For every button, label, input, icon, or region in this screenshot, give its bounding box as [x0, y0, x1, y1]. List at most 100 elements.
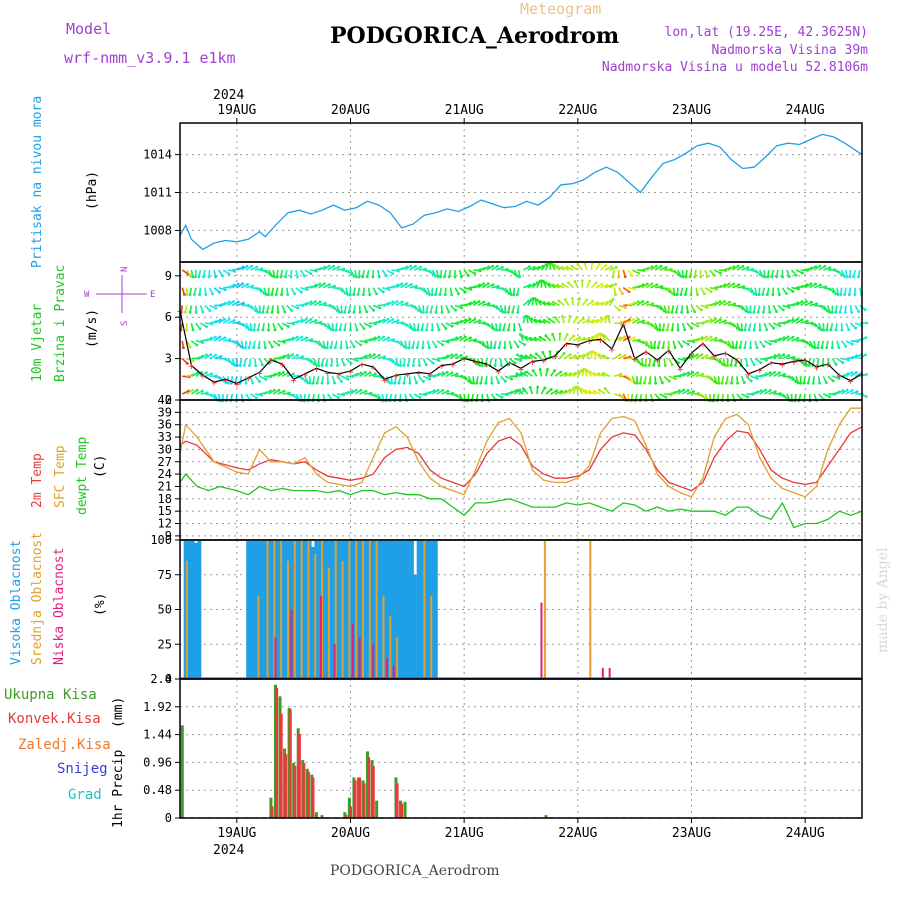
wind-arrow-head — [201, 310, 205, 314]
wind-arrow-head — [441, 388, 445, 392]
wind-arrow-head — [667, 346, 670, 350]
wind-arrow-head — [354, 275, 358, 279]
cloud-bar-1 — [423, 540, 426, 679]
wind-arrow-head — [755, 346, 759, 350]
station-title: PODGORICA_Aerodrom — [330, 23, 619, 49]
wind-arrow-head — [290, 309, 294, 312]
wind-arrow-head — [275, 275, 279, 279]
wind-arrow-head — [600, 333, 604, 336]
wind-arrow-head — [276, 311, 280, 314]
wind-arrow-head — [679, 274, 683, 278]
wind-arrow-head — [580, 387, 584, 391]
wind-arrow-head — [749, 379, 753, 383]
wind-arrow-head — [340, 311, 344, 314]
wind-arrow-head — [624, 306, 627, 309]
wind-arrow-head — [305, 288, 309, 292]
wind-arrow-head — [309, 318, 313, 321]
wind-arrow-head — [191, 328, 195, 332]
wind-arrow-head — [652, 364, 656, 367]
wind-gust-marker: + — [473, 357, 479, 368]
wind-arrow-head — [318, 282, 322, 286]
wind-arrow-head — [636, 300, 640, 304]
wind-arrow-head — [498, 328, 502, 332]
wind-arrow-head — [598, 262, 601, 266]
wind-arrow-head — [233, 269, 237, 273]
cloud-bar-0 — [386, 540, 391, 679]
wind-gust-marker: + — [757, 366, 763, 377]
wind-arrow-head — [255, 265, 259, 269]
wind-arrow-head — [309, 300, 313, 304]
wind-arrow-head — [313, 300, 317, 303]
wind-arrow-head — [650, 282, 654, 286]
wind-arrow-head — [336, 364, 339, 367]
wind-arrow-head — [387, 288, 391, 291]
wind-gust-marker: + — [632, 355, 638, 366]
wind-arrow-head — [358, 311, 362, 314]
wind-arrow-head — [239, 345, 243, 349]
wind-arrow-head — [714, 336, 718, 340]
wind-gust-marker: + — [700, 339, 706, 350]
cloud-bar-0 — [324, 540, 329, 679]
wind-arrow-head — [250, 264, 254, 268]
wind-arrow-head — [853, 293, 857, 297]
wind-arrow-head — [235, 364, 239, 367]
wind-gust-marker: + — [450, 360, 456, 371]
wind-arrow-head — [705, 275, 709, 279]
wind-arrow-head — [661, 346, 665, 350]
wind-gust-marker: + — [222, 375, 228, 386]
wind-arrow-head — [651, 302, 655, 306]
wind-arrow-head — [561, 282, 565, 286]
wind-arrow-head — [197, 275, 201, 279]
wind-arrow-head — [778, 324, 782, 328]
wind-gust-marker: + — [541, 356, 547, 367]
wind-arrow-head — [329, 327, 333, 331]
cloud-bar-1 — [543, 540, 546, 679]
wind-arrow-head — [214, 306, 218, 310]
wind-arrow-head — [443, 275, 446, 279]
cloud-bar-0 — [276, 540, 281, 679]
wind-arrow-head — [647, 364, 651, 367]
bottom-date-labels: 19AUG 20AUG 21AUG 22AUG 23AUG 24AUG — [217, 818, 825, 841]
bottom-year-label: 2024 — [213, 843, 244, 858]
wind-arrow-head — [627, 335, 631, 339]
wind-arrow-head — [457, 292, 460, 296]
wind-arrow-head — [560, 266, 564, 269]
precip-bar-1 — [371, 765, 375, 818]
wind-arrow-head — [345, 346, 349, 350]
wind-arrow-head — [354, 388, 358, 392]
wind-arrow-head — [678, 389, 681, 393]
wind-arrow-head — [549, 387, 553, 391]
wind-arrow-head — [415, 346, 419, 350]
wind-arrow-head — [594, 281, 598, 285]
wind-arrow-head — [552, 300, 555, 304]
wind-arrow-head — [304, 317, 308, 321]
wind-arrow-head — [286, 293, 290, 297]
wind-arrow-head — [484, 345, 488, 349]
wind-arrow-head — [825, 346, 828, 350]
wind-arrow-head — [543, 386, 547, 390]
wind-gust-marker: + — [257, 368, 263, 379]
wind-arrow-head — [317, 364, 321, 367]
wind-arrow-head — [192, 293, 196, 296]
wind-arrow-head — [577, 386, 581, 390]
wind-arrow-head — [639, 362, 643, 366]
wind-arrow-head — [270, 274, 274, 278]
wind-arrow-head — [468, 317, 472, 321]
wind-arrow-head — [840, 328, 844, 332]
wind-arrow-head — [684, 293, 687, 296]
wind-gust-marker: + — [791, 357, 797, 368]
wind-arrow-head — [653, 346, 656, 350]
wind-arrow-head — [756, 310, 760, 314]
wind-arrow-head — [334, 328, 338, 332]
cloud-bar-0 — [423, 540, 428, 679]
bottom-date-label: 21AUG — [445, 826, 484, 841]
wind-arrow-head — [704, 335, 708, 339]
wind-arrow-head — [673, 346, 677, 350]
wind-arrow-head — [241, 282, 245, 286]
wind-arrow-head — [541, 279, 545, 283]
wind-arrow-head — [459, 275, 463, 279]
wind-arrow-head — [377, 335, 381, 339]
pressure-ylabel: Pritisak na nivou mora — [30, 96, 45, 268]
wind-arrow-head — [469, 287, 473, 291]
precip-bar-0 — [320, 815, 324, 818]
